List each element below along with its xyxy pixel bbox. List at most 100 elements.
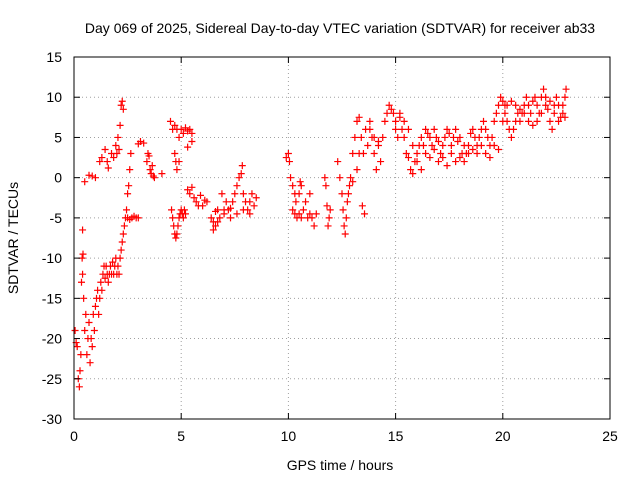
y-tick-label: 15 [46,49,62,65]
data-point [527,109,535,117]
data-point [80,294,88,302]
data-point [295,210,303,218]
data-point [510,125,518,133]
data-point [370,133,378,141]
data-point [168,206,176,214]
data-point [174,222,182,230]
data-point [250,202,258,210]
data-point [124,190,132,198]
data-point [473,150,481,158]
data-point [422,125,430,133]
data-point [389,109,397,117]
data-point [525,101,533,109]
data-point [212,222,220,230]
data-point [88,343,96,351]
data-point [404,125,412,133]
y-tick-label: 5 [54,129,62,145]
data-point [346,182,354,190]
data-point [97,278,105,286]
data-point [117,101,125,109]
data-point [109,258,117,266]
data-point [227,214,235,222]
data-point [81,327,89,335]
grid-lines [74,57,610,419]
data-point [495,146,503,154]
data-point [426,154,434,162]
y-tick-label: -15 [42,290,62,306]
data-point [428,141,436,149]
data-point [180,206,188,214]
data-point [460,141,468,149]
data-point [546,97,554,105]
data-point [344,190,352,198]
data-point [248,190,256,198]
data-point [120,222,128,230]
data-point [297,214,305,222]
data-point [430,125,438,133]
data-point [192,198,200,206]
data-point [239,206,247,214]
data-point [353,166,361,174]
data-point [349,178,357,186]
data-point [377,158,385,166]
data-point [184,186,192,194]
data-point [366,125,374,133]
data-point [175,158,183,166]
data-point [218,190,226,198]
data-point [488,133,496,141]
data-point [353,117,361,125]
data-point [229,198,237,206]
data-point [207,214,215,222]
data-point [150,174,158,182]
data-point [533,117,541,125]
data-point [347,174,355,182]
data-point [544,105,552,113]
data-point [136,137,144,145]
data-point [79,270,87,278]
data-point [404,154,412,162]
data-point [419,141,427,149]
data-point [96,158,104,166]
data-point [295,190,303,198]
data-point [409,170,417,178]
data-point [289,206,297,214]
x-tick-label: 20 [495,428,511,444]
data-point [179,129,187,137]
data-point [467,129,475,137]
data-point [434,137,442,145]
data-point [477,141,485,149]
data-point [90,327,98,335]
data-point [302,198,310,206]
y-tick-label: 0 [54,170,62,186]
data-point [383,109,391,117]
data-point [516,117,524,125]
x-tick-labels: 0 5 10 15 20 25 [70,428,618,444]
data-point [359,150,367,158]
data-point [116,121,124,129]
data-point [533,101,541,109]
chart-title: Day 069 of 2025, Sidereal Day-to-day VTE… [85,20,595,36]
x-tick-label: 0 [70,428,78,444]
data-point [400,117,408,125]
data-point [469,146,477,154]
data-point [531,93,539,101]
data-point [79,250,87,258]
data-point [434,158,442,166]
data-point [343,198,351,206]
data-point [145,152,153,160]
data-point [179,214,187,222]
data-point [237,170,245,178]
data-point [396,109,404,117]
data-point [392,117,400,125]
data-point [430,146,438,154]
data-point [209,226,217,234]
data-point [126,166,134,174]
data-point [246,210,254,218]
data-point [358,202,366,210]
data-point [308,214,316,222]
data-point [561,113,569,121]
data-point [101,274,109,282]
data-point [540,85,548,93]
data-point [173,230,181,238]
data-point [252,194,260,202]
